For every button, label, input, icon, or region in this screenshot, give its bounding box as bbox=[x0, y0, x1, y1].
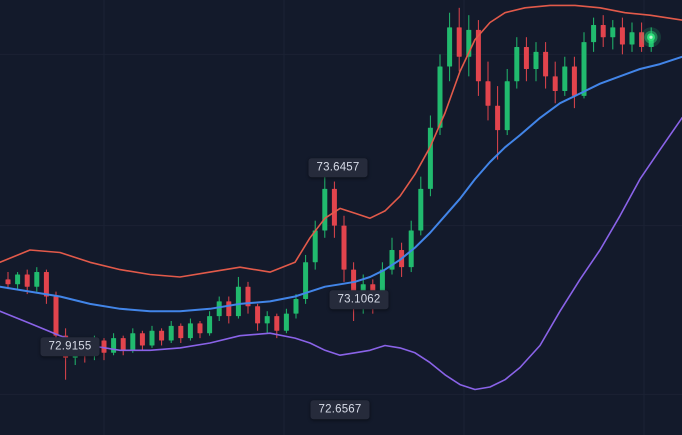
candle bbox=[197, 323, 203, 334]
candle bbox=[5, 279, 11, 285]
price-label-low: 72.9155 bbox=[40, 336, 100, 357]
candle bbox=[43, 272, 49, 297]
price-label-mid: 73.1062 bbox=[329, 290, 389, 310]
candle bbox=[447, 27, 453, 67]
candle bbox=[245, 286, 251, 307]
candle bbox=[15, 274, 21, 285]
candle bbox=[283, 313, 289, 331]
price-label-high: 73.6457 bbox=[308, 158, 368, 178]
candle bbox=[139, 333, 145, 346]
candle bbox=[274, 316, 280, 331]
candle bbox=[120, 338, 126, 351]
bollinger-upper-band-line bbox=[0, 4, 682, 278]
candle bbox=[418, 188, 424, 231]
candle bbox=[322, 188, 328, 231]
candle bbox=[312, 230, 318, 263]
candle bbox=[514, 46, 520, 82]
candle bbox=[427, 127, 433, 189]
candle bbox=[495, 105, 501, 131]
candle bbox=[159, 330, 165, 341]
candle bbox=[34, 272, 40, 287]
candle bbox=[581, 42, 587, 96]
candle bbox=[523, 46, 529, 69]
candle bbox=[255, 306, 261, 324]
candle bbox=[168, 325, 174, 341]
candle bbox=[216, 301, 222, 317]
candle bbox=[591, 24, 597, 43]
candle bbox=[437, 66, 443, 128]
candle bbox=[149, 330, 155, 346]
candle bbox=[533, 51, 539, 69]
candle bbox=[178, 325, 184, 339]
candle bbox=[24, 274, 30, 287]
candle bbox=[639, 32, 645, 47]
candle bbox=[101, 340, 107, 353]
candle bbox=[303, 262, 309, 299]
candlestick-series bbox=[5, 7, 654, 380]
current-price-marker bbox=[641, 27, 661, 48]
candle bbox=[619, 27, 625, 45]
candle bbox=[610, 27, 616, 38]
candle bbox=[235, 286, 241, 317]
candle bbox=[475, 29, 481, 82]
candle bbox=[629, 32, 635, 45]
candle bbox=[341, 225, 347, 270]
candle bbox=[187, 323, 193, 339]
candle bbox=[293, 298, 299, 314]
candle bbox=[485, 81, 491, 106]
candle bbox=[264, 316, 270, 324]
candle bbox=[207, 316, 213, 334]
bollinger-middle-band-line bbox=[0, 55, 682, 313]
candle bbox=[226, 301, 232, 317]
candle bbox=[408, 230, 414, 268]
candle bbox=[552, 76, 558, 92]
candle bbox=[111, 338, 117, 353]
candle bbox=[130, 333, 136, 351]
price-label-bottom: 72.6567 bbox=[310, 400, 370, 420]
candle bbox=[456, 27, 462, 57]
candle bbox=[600, 24, 606, 38]
candle bbox=[571, 66, 577, 96]
bollinger-lower-band-line bbox=[0, 117, 682, 391]
candle bbox=[504, 81, 510, 131]
candle bbox=[53, 296, 59, 336]
candle bbox=[543, 51, 549, 77]
candle bbox=[331, 188, 337, 226]
candle bbox=[562, 66, 568, 92]
